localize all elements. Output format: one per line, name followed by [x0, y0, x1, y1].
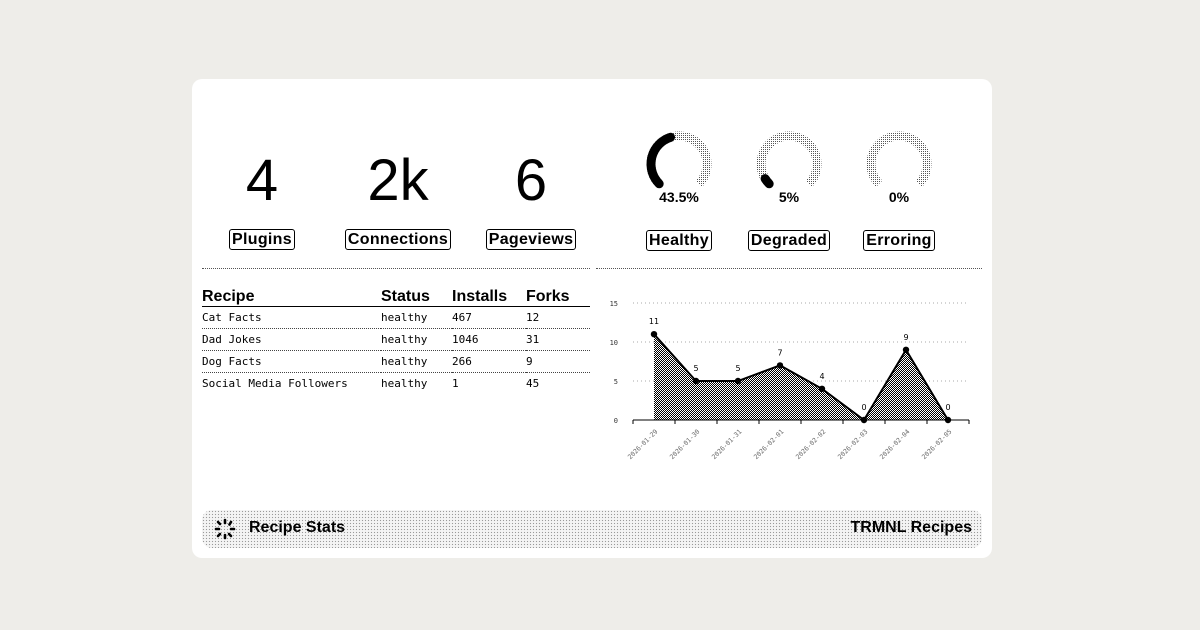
cell: Cat Facts: [202, 306, 381, 329]
cell: healthy: [381, 350, 452, 373]
y-tick-label: 5: [614, 378, 618, 386]
metric-value: 6: [514, 148, 548, 213]
metric-label: Connections: [344, 229, 452, 250]
gauge-percent: 5%: [778, 189, 800, 205]
gauge-track: [756, 131, 822, 187]
x-tick-label: 2026-01-29: [626, 428, 659, 461]
table-row: Dad Jokes healthy 1046 31: [202, 328, 590, 351]
data-point: [860, 416, 868, 424]
gauge-arc: [756, 131, 822, 189]
cell: Social Media Followers: [202, 377, 348, 390]
data-label: 5: [735, 364, 740, 373]
metric-plugins: 4 Plugins: [192, 151, 332, 250]
metric-connections: 2k Connections: [328, 151, 468, 250]
cell: healthy: [381, 328, 452, 351]
series-line: [653, 333, 949, 422]
x-tick-label: 2026-02-04: [878, 428, 911, 461]
table-row: Cat Facts healthy 467 12: [202, 306, 590, 329]
column-header: Installs: [452, 287, 526, 307]
gauge-percent: 43.5%: [659, 189, 699, 205]
data-point: [650, 331, 658, 338]
gauge-fill: [760, 174, 774, 189]
x-tick-label: 2026-02-02: [794, 428, 827, 461]
x-tick-label: 2026-02-05: [920, 428, 953, 461]
data-point: [734, 377, 742, 385]
gauge-erroring: 0% Erroring: [844, 127, 954, 251]
data-point: [818, 385, 826, 392]
y-tick-label: 15: [610, 300, 618, 308]
data-label: 0: [861, 403, 866, 412]
x-tick-label: 2026-01-30: [668, 428, 701, 461]
x-tick-label: 2026-02-03: [836, 428, 869, 461]
data-point: [776, 362, 784, 369]
data-label: 9: [903, 333, 908, 342]
gauge-percent: 0%: [888, 189, 910, 205]
metric-label: Pageviews: [485, 229, 577, 250]
cell: Dad Jokes: [202, 328, 381, 351]
column-header: Recipe: [202, 287, 381, 307]
gauge-label: Healthy: [646, 230, 712, 251]
x-tick-label: 2026-02-01: [752, 428, 785, 461]
footer-title: Recipe Stats: [249, 519, 346, 536]
cell: 31: [526, 328, 590, 351]
data-label: 5: [693, 364, 698, 373]
gauge-fill: [646, 132, 676, 189]
recipe-table: Recipe Status Installs Forks Cat Facts he…: [202, 287, 590, 394]
gauge-arc: [646, 131, 712, 189]
y-tick-label: 0: [614, 417, 618, 425]
divider: [202, 268, 590, 269]
gauge-degraded: 5% Degraded: [734, 127, 844, 251]
y-tick-label: 10: [610, 339, 618, 347]
data-point: [902, 346, 910, 353]
table-header: Recipe Status Installs Forks: [202, 287, 590, 307]
trmnl-logo-icon: [214, 518, 236, 540]
divider: [596, 268, 982, 269]
table-row: Dog Facts healthy 266 9: [202, 350, 590, 373]
cell: Dog Facts: [202, 350, 381, 373]
dashboard-card: 4 Plugins 2k Connections 6 Pageviews 43.…: [192, 79, 992, 558]
data-label: 7: [777, 348, 782, 357]
data-point: [944, 416, 952, 424]
data-label: 11: [649, 317, 659, 326]
gauge-healthy: 43.5% Healthy: [624, 127, 734, 251]
cell: 45: [526, 377, 540, 390]
cell: 1: [452, 377, 459, 390]
cell: 9: [526, 350, 590, 373]
cell: healthy: [381, 377, 428, 390]
table-row: Social Media Followers healthy 1 45: [202, 373, 590, 395]
x-tick-label: 2026-01-31: [710, 428, 743, 461]
cell: 467: [452, 306, 526, 329]
metric-value: 4: [245, 148, 279, 213]
area-chart: 0 5 10 15 11 2026-01-29 5 2026-01-30 5 2026-01-31…: [610, 300, 970, 461]
gauge-track: [866, 131, 932, 187]
data-label: 0: [945, 403, 950, 412]
metric-value: 2k: [367, 148, 429, 213]
metric-pageviews: 6 Pageviews: [461, 151, 601, 250]
footer-bar: Recipe Stats TRMNL Recipes: [202, 510, 982, 548]
gauge-label: Erroring: [863, 230, 935, 251]
column-header: Status: [381, 287, 452, 307]
cell: 1046: [452, 328, 526, 351]
data-label: 4: [819, 372, 824, 381]
cell: 266: [452, 350, 526, 373]
footer-instance: TRMNL Recipes: [850, 519, 972, 536]
cell: 12: [526, 306, 590, 329]
gauge-label: Degraded: [747, 230, 831, 251]
gauge-arc: [866, 131, 932, 187]
data-point: [692, 377, 700, 385]
cell: healthy: [381, 306, 452, 329]
column-header: Forks: [526, 287, 590, 307]
metric-label: Plugins: [229, 229, 295, 250]
